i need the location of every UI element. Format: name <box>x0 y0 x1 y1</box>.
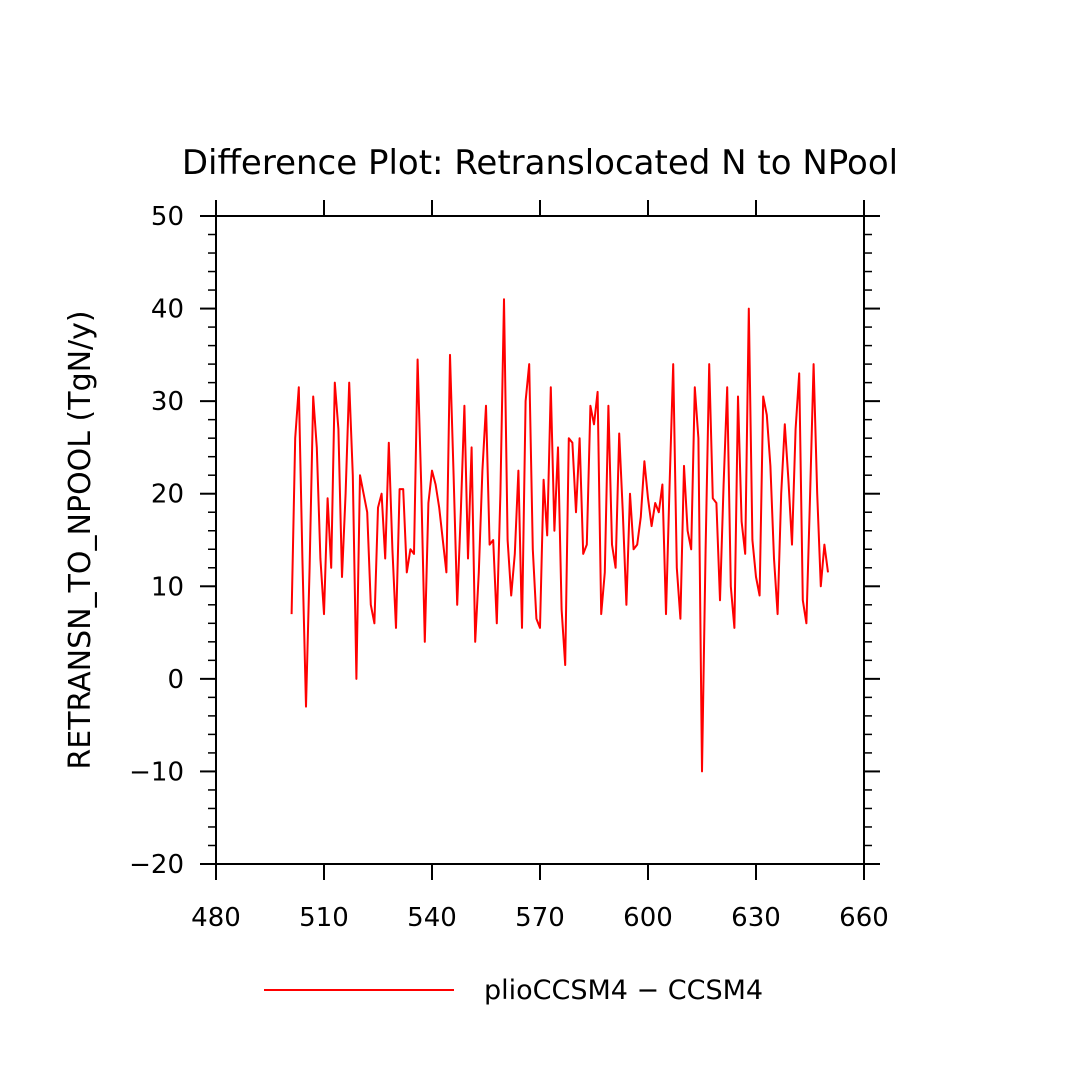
x-tick-label: 480 <box>191 903 241 933</box>
y-tick-label: −10 <box>129 757 184 787</box>
y-tick-label: 50 <box>151 202 184 232</box>
plot-area: 480 510 540 570 600 630 660 −20 −10 0 10 20 30 40 50 <box>129 200 889 933</box>
chart-title: Difference Plot: Retranslocated N to NPo… <box>182 143 898 183</box>
x-tick-label: 570 <box>515 903 565 933</box>
y-tick-label: 40 <box>151 295 184 325</box>
x-axis: 480 510 540 570 600 630 660 <box>191 200 889 933</box>
x-tick-label: 600 <box>623 903 673 933</box>
y-axis-label: RETRANSN_TO_NPOOL (TgN/y) <box>63 310 98 769</box>
y-tick-label: 0 <box>167 665 184 695</box>
y-axis: −20 −10 0 10 20 30 40 50 <box>129 202 880 880</box>
legend-series-label: plioCCSM4 − CCSM4 <box>484 975 763 1006</box>
x-tick-label: 630 <box>731 903 781 933</box>
y-tick-label: 10 <box>151 572 184 602</box>
y-tick-label: 30 <box>151 387 184 417</box>
series-line <box>290 298 829 773</box>
series-layer <box>290 298 829 773</box>
y-tick-label: −20 <box>129 850 184 880</box>
legend: plioCCSM4 − CCSM4 <box>264 975 763 1006</box>
x-tick-label: 540 <box>407 903 457 933</box>
x-tick-label: 510 <box>299 903 349 933</box>
y-tick-label: 20 <box>151 480 184 510</box>
x-tick-label: 660 <box>839 903 889 933</box>
